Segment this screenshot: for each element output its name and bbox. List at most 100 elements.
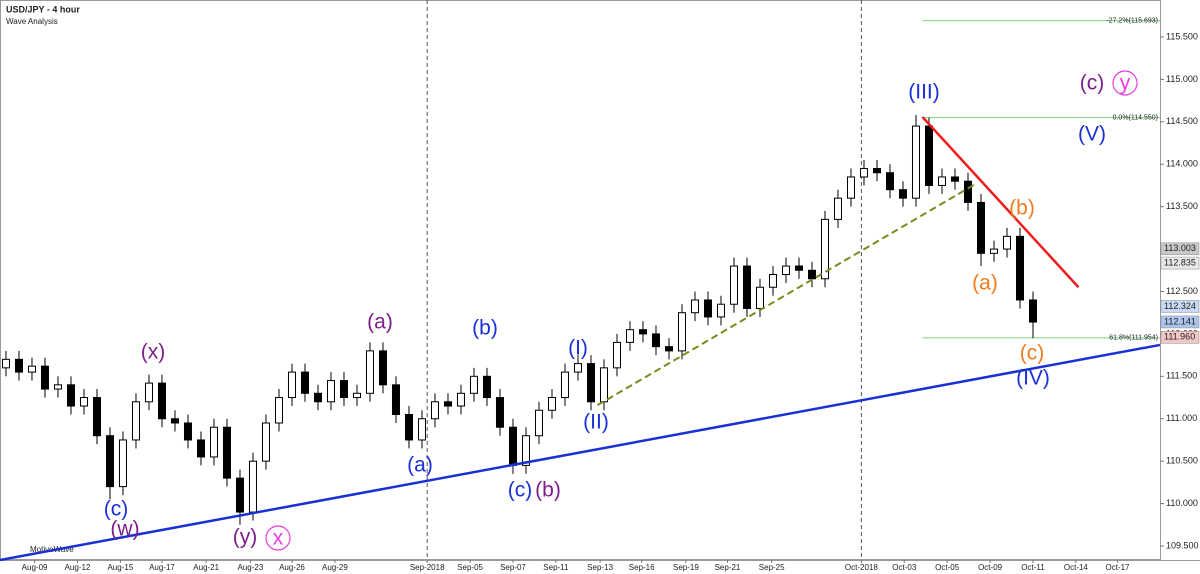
fib-label: 61.8%(111.954) [1109, 335, 1158, 342]
fib-label: -27.2%(115.693) [1106, 17, 1158, 24]
candle-body [950, 176, 959, 182]
candle-body [209, 426, 218, 458]
wave-label: (c) [508, 479, 533, 502]
price-tag-label: 111.960 [1164, 332, 1195, 342]
candle-body [79, 397, 88, 407]
candle-body [443, 401, 452, 407]
price-tag-label: 112.324 [1164, 301, 1196, 311]
candle-body [703, 299, 712, 318]
candle-body [287, 371, 296, 399]
candle-body [196, 439, 205, 458]
y-tick-label: 115.500 [1166, 31, 1198, 41]
y-tick-label: 112.500 [1166, 286, 1198, 296]
candle-body [729, 265, 738, 305]
candle-body [339, 380, 348, 399]
wave-circle [265, 525, 291, 551]
candle-body [469, 375, 478, 394]
candle-body [105, 435, 114, 488]
candle-body [651, 333, 660, 348]
x-tick-label: Oct-11 [1021, 563, 1045, 572]
wave-label: (w) [110, 518, 139, 541]
candle-body [261, 422, 270, 462]
candle-body [1, 358, 10, 369]
price-tag [1160, 300, 1200, 313]
price-tag-label: 112.141 [1164, 316, 1196, 326]
y-tick-label: 114.000 [1166, 159, 1198, 169]
candle-body [768, 274, 777, 288]
x-tick-label: Oct-09 [978, 563, 1003, 572]
wave-label: x [273, 527, 284, 550]
x-tick-label: Aug-26 [279, 563, 305, 572]
candle-body [586, 363, 595, 403]
candle-body [144, 382, 153, 403]
chart-title: USD/JPY - 4 hour [6, 4, 80, 14]
x-tick-label: Oct-17 [1105, 563, 1130, 572]
candle-body [742, 265, 751, 309]
price-tag-label: 112.835 [1164, 257, 1196, 267]
plot-frame [0, 0, 1161, 560]
x-tick-label: Sep-13 [587, 563, 613, 572]
candle-body [599, 367, 608, 403]
wave-label: (c) [1080, 72, 1105, 95]
price-tag-label: 113.003 [1164, 243, 1196, 253]
wave-label: y [1120, 72, 1131, 95]
candle-body [924, 125, 933, 186]
candle-body [417, 418, 426, 441]
wave-label: (b) [535, 479, 561, 502]
candle-body [898, 189, 907, 199]
candle-body [92, 397, 101, 437]
candle-body [183, 422, 192, 441]
price-tag [1160, 242, 1200, 256]
candle-body [885, 172, 894, 191]
candle-body [989, 248, 998, 254]
candle-body [495, 397, 504, 428]
candle-body [1002, 235, 1011, 250]
candle-body [352, 392, 361, 399]
trendline [921, 116, 1080, 289]
candle-body [157, 382, 166, 420]
candle-body [846, 176, 855, 199]
price-tag [1160, 315, 1200, 329]
candle-body [534, 409, 543, 437]
wave-circle [1112, 70, 1138, 96]
y-tick-label: 110.500 [1166, 456, 1198, 466]
candle-body [456, 392, 465, 407]
x-tick-label: Sep-21 [715, 563, 741, 572]
wave-label: (IV) [1016, 367, 1050, 390]
x-tick-label: Aug-09 [22, 563, 48, 572]
candle-body [274, 397, 283, 424]
candle-body [820, 218, 829, 280]
candle-body [937, 176, 946, 186]
candle-body [391, 384, 400, 416]
candle-body [963, 180, 972, 203]
wave-label: (x) [141, 341, 166, 364]
x-tick-label: Aug-29 [322, 563, 348, 572]
candle-body [664, 346, 673, 352]
candle-body [53, 384, 62, 390]
x-tick-label: Aug-23 [237, 563, 263, 572]
candle-body [560, 371, 569, 399]
candle-body [404, 414, 413, 441]
chart-subtitle: Wave Analysis [6, 17, 58, 26]
price-tag [1160, 331, 1200, 344]
candle-body [781, 265, 790, 276]
wave-label: (II) [583, 411, 609, 434]
wave-label: (III) [908, 81, 940, 104]
wave-label: (a) [367, 311, 393, 334]
y-tick-label: 113.500 [1166, 201, 1198, 211]
candle-body [170, 418, 179, 424]
candle-body [482, 375, 491, 399]
x-tick-label: Oct-14 [1064, 563, 1089, 572]
x-tick-label: Oct-05 [935, 563, 960, 572]
x-tick-label: Sep-11 [543, 563, 569, 572]
candle-body [508, 426, 517, 466]
wave-label: (a) [407, 454, 433, 477]
wave-label: (a) [972, 272, 998, 295]
candle-body [430, 401, 439, 420]
y-tick-label: 111.500 [1166, 371, 1197, 381]
candle-body [66, 384, 75, 407]
y-tick-label: 114.500 [1166, 116, 1198, 126]
trendline [0, 343, 1161, 562]
